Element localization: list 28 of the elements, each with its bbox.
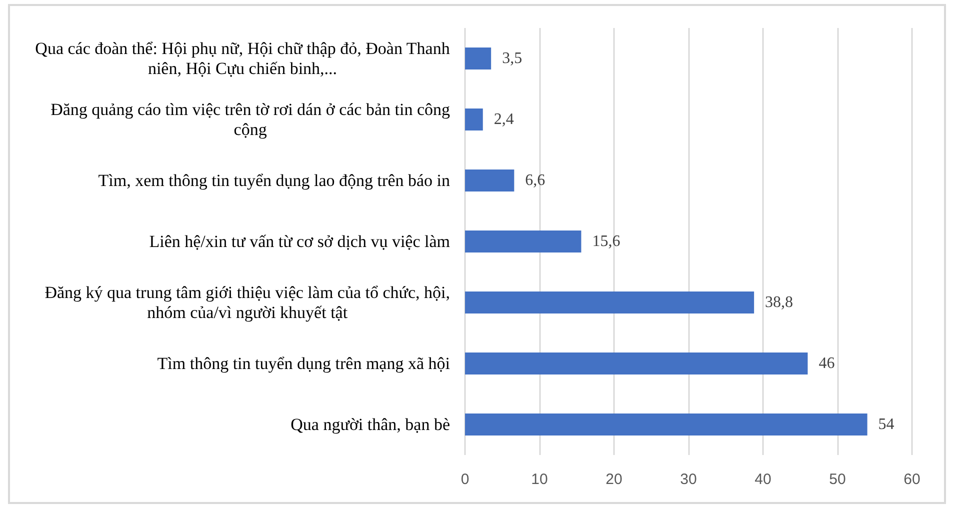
- bar: [465, 170, 514, 192]
- y-tick-label: Qua các đoàn thể: Hội phụ nữ, Hội chữ thập đỏ, Đoàn Thanh niên, Hội Cựu chiến binh,...: [35, 39, 450, 78]
- x-tick-label: 40: [754, 471, 772, 488]
- bar: [465, 108, 483, 130]
- y-tick-label: Tìm thông tin tuyển dụng trên mạng xã hội: [157, 354, 450, 373]
- x-tick-label: 10: [531, 471, 548, 488]
- bar: [465, 292, 754, 314]
- y-tick-label: Qua người thân, bạn bè: [290, 415, 450, 434]
- y-tick-label: Tìm, xem thông tin tuyển dụng lao động trên báo in: [98, 171, 450, 190]
- bar: [465, 230, 582, 252]
- x-tick-label: 50: [829, 471, 846, 488]
- data-label: 6,6: [525, 172, 546, 189]
- x-tick-label: 20: [606, 471, 622, 488]
- data-label: 46: [818, 355, 835, 372]
- y-tick-label: Đăng ký qua trung tâm giới thiệu việc làm của tổ chức, hội, nhóm của/vì người khuyết tật: [44, 283, 450, 322]
- bar: [465, 414, 868, 436]
- y-tick-label: Liên hệ/xin tư vấn từ cơ sở dịch vụ việc làm: [149, 232, 450, 251]
- data-label: 38,8: [765, 294, 794, 311]
- bar: [465, 352, 808, 374]
- data-label: 3,5: [502, 50, 522, 67]
- data-label: 15,6: [592, 233, 620, 250]
- bar: [465, 48, 492, 70]
- x-tick-label: 30: [680, 471, 697, 488]
- data-label: 2,4: [494, 111, 514, 128]
- y-tick-label: Đăng quảng cáo tìm việc trên tờ rơi dán ở các bản tin công cộng: [50, 100, 450, 139]
- x-tick-label: 0: [460, 471, 470, 488]
- data-label: 54: [878, 416, 894, 433]
- x-tick-label: 60: [904, 471, 920, 488]
